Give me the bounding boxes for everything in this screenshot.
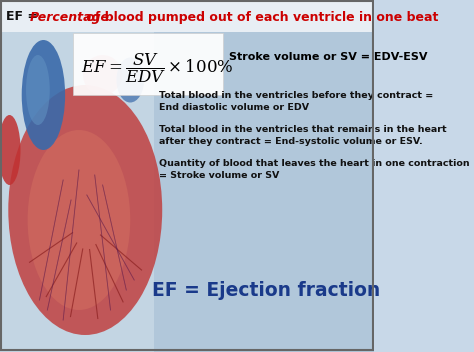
Text: End diastolic volume or EDV: End diastolic volume or EDV: [159, 103, 310, 113]
Text: = Stroke volume or SV: = Stroke volume or SV: [159, 170, 280, 180]
FancyBboxPatch shape: [0, 32, 154, 352]
Text: EF =: EF =: [6, 11, 43, 24]
FancyBboxPatch shape: [154, 32, 374, 352]
Ellipse shape: [117, 57, 144, 102]
FancyBboxPatch shape: [73, 33, 223, 95]
Ellipse shape: [27, 130, 130, 310]
Ellipse shape: [22, 40, 65, 150]
Text: after they contract = End-systolic volume or ESV.: after they contract = End-systolic volum…: [159, 138, 423, 146]
Text: Stroke volume or SV = EDV-ESV: Stroke volume or SV = EDV-ESV: [229, 52, 428, 62]
Text: EF = Ejection fraction: EF = Ejection fraction: [152, 281, 380, 300]
Text: of blood pumped out of each ventricle in one beat: of blood pumped out of each ventricle in…: [82, 11, 438, 24]
Text: Quantity of blood that leaves the heart in one contraction: Quantity of blood that leaves the heart …: [159, 158, 470, 168]
Ellipse shape: [83, 55, 122, 95]
Text: Total blood in the ventricles that remains in the heart: Total blood in the ventricles that remai…: [159, 126, 447, 134]
Ellipse shape: [26, 55, 50, 125]
Text: Percentage: Percentage: [30, 11, 110, 24]
Text: $EF = \dfrac{SV}{EDV} \times 100\%$: $EF = \dfrac{SV}{EDV} \times 100\%$: [81, 51, 233, 84]
Text: Total blood in the ventricles before they contract =: Total blood in the ventricles before the…: [159, 92, 434, 101]
Ellipse shape: [8, 85, 162, 335]
Ellipse shape: [0, 115, 20, 185]
FancyBboxPatch shape: [0, 0, 374, 32]
